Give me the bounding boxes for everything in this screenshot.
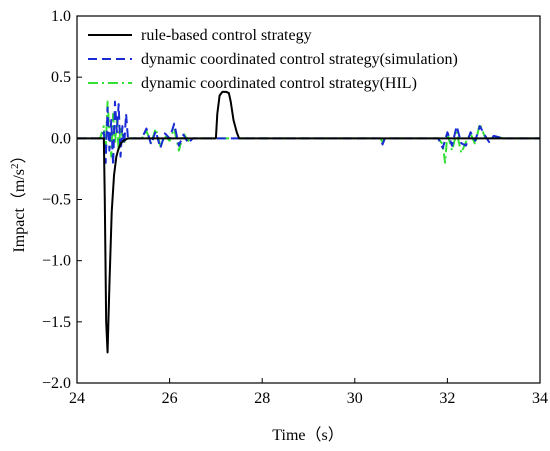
y-tick-label: 0.0 (51, 130, 71, 147)
legend-label: dynamic coordinated control strategy(HIL… (141, 75, 417, 92)
legend: rule-based control strategy dynamic coord… (88, 27, 458, 92)
legend-label: rule-based control strategy (141, 27, 312, 44)
y-tick-label: −0.5 (42, 192, 71, 209)
x-tick-label: 34 (532, 390, 548, 407)
series-line (77, 100, 540, 167)
series-line (77, 100, 540, 164)
x-tick-label: 24 (69, 390, 85, 407)
x-tick-label: 28 (254, 390, 270, 407)
y-axis-label: Impact（m/s2） (9, 147, 28, 252)
y-tick-label: 0.5 (51, 69, 71, 86)
x-axis: 24 26 28 30 32 34 (69, 378, 548, 407)
x-axis-label: Time（s） (272, 426, 343, 444)
y-axis-label-superscript: 2 (9, 163, 21, 169)
legend-label: dynamic coordinated control strategy(sim… (141, 51, 458, 68)
y-axis-label-end: ） (10, 147, 28, 163)
y-tick-label: 1.0 (51, 8, 71, 25)
series-line (77, 90, 540, 354)
x-tick-label: 32 (439, 390, 455, 407)
y-tick-label: −1.0 (42, 253, 71, 270)
x-tick-label: 26 (162, 390, 178, 407)
y-axis: 1.0 0.5 0.0 −0.5 −1.0 −1.5 −2.0 (42, 8, 82, 392)
y-tick-label: −2.0 (42, 375, 71, 392)
x-tick-label: 30 (347, 390, 363, 407)
y-axis-label-main: Impact（m/s (10, 169, 28, 253)
series-layer (77, 90, 540, 354)
y-tick-label: −1.5 (42, 314, 71, 331)
